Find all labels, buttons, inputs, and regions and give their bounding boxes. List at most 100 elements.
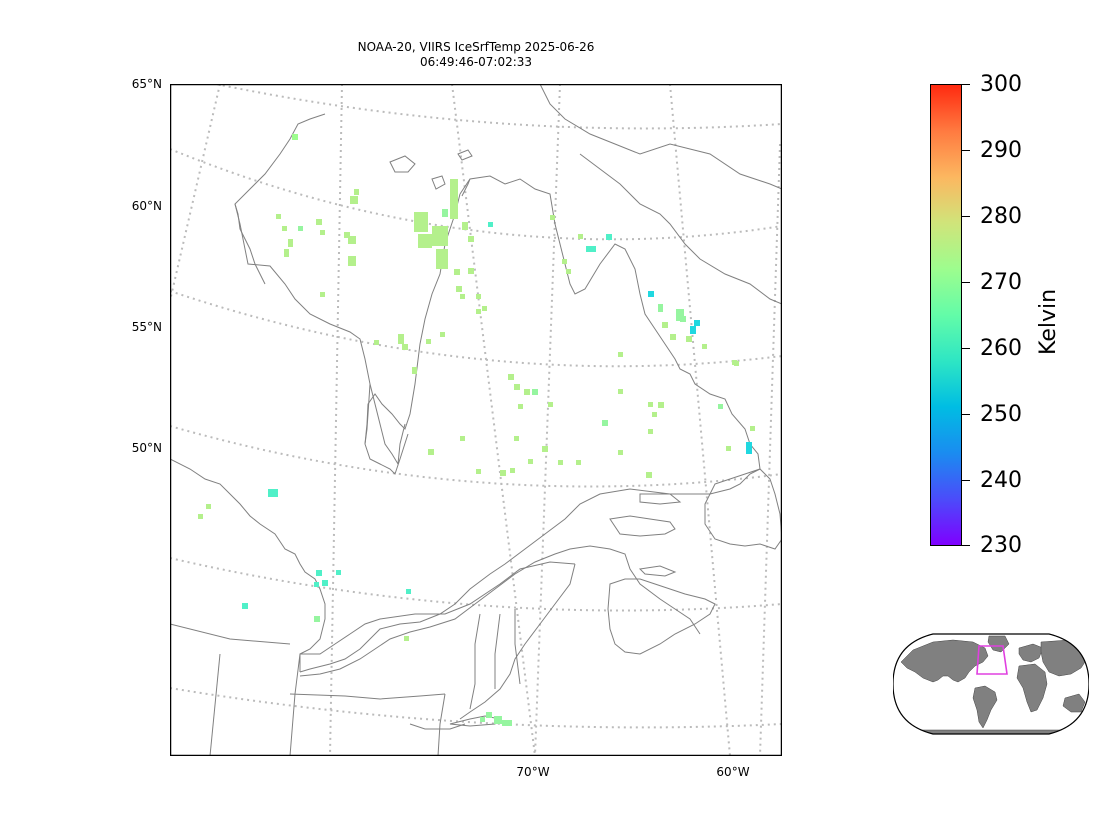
ice-surface-temp-pixels	[198, 134, 755, 726]
pixel	[348, 236, 356, 244]
pixel	[658, 304, 663, 312]
inset-region-box	[976, 645, 1008, 675]
state-line-4	[289, 693, 446, 700]
state-line-2	[170, 623, 291, 645]
pixel	[602, 420, 608, 426]
pixel	[314, 616, 320, 622]
pixel	[480, 717, 485, 722]
north-shore-st-lawrence	[299, 468, 761, 673]
colorbar-tick	[962, 414, 970, 415]
pixel	[298, 226, 303, 231]
pixel	[440, 332, 445, 337]
colorbar-label-250: 250	[980, 402, 1022, 427]
pixel	[468, 268, 474, 274]
antarctica	[912, 729, 1070, 734]
pixel	[482, 306, 487, 311]
pixel	[436, 249, 448, 269]
map-panel	[170, 84, 782, 756]
pixel	[442, 209, 448, 217]
meridian-65w	[534, 84, 561, 756]
pei	[638, 565, 677, 577]
pixel	[314, 582, 319, 587]
inset-globe-map	[893, 633, 1089, 735]
pixel	[450, 179, 458, 219]
pixel	[486, 712, 492, 718]
pixel	[284, 249, 289, 257]
pixel	[276, 214, 281, 219]
map-title: NOAA-20, VIIRS IceSrfTemp 2025-06-26 06:…	[170, 40, 782, 70]
pixel	[562, 259, 567, 264]
pixel	[320, 230, 325, 235]
pixel	[648, 402, 653, 407]
pixel	[488, 222, 493, 227]
pixel	[542, 446, 548, 452]
hudson-west-coast	[234, 113, 326, 285]
pixel	[508, 374, 514, 380]
colorbar-label-270: 270	[980, 270, 1022, 295]
pixel	[518, 404, 523, 409]
pixel	[618, 450, 623, 455]
colorbar-label-300: 300	[980, 72, 1022, 97]
map-title-line1: NOAA-20, VIIRS IceSrfTemp 2025-06-26	[357, 40, 595, 54]
pixel	[348, 256, 356, 266]
pixel	[282, 226, 287, 231]
colorbar-tick	[962, 545, 970, 546]
pixel	[206, 504, 211, 509]
state-line-8	[514, 609, 521, 685]
meridian-70w	[451, 84, 536, 756]
lat-label-65: 65°N	[131, 77, 162, 91]
pixel	[344, 232, 350, 238]
pixel	[406, 589, 411, 594]
colorbar-label-280: 280	[980, 204, 1022, 229]
pixel	[288, 239, 293, 247]
africa	[1016, 663, 1048, 713]
border-west	[170, 458, 326, 655]
island-1	[431, 175, 446, 190]
james-bay	[369, 383, 406, 466]
pixel	[460, 294, 465, 299]
pixel	[198, 514, 203, 519]
pixel	[322, 580, 328, 586]
pixel	[336, 570, 341, 575]
pixel	[686, 336, 692, 342]
pixel	[412, 369, 417, 374]
globe-outline	[893, 633, 1089, 735]
pixel	[618, 352, 623, 357]
pixel	[646, 472, 652, 478]
pixel	[662, 322, 668, 328]
lat-label-50: 50°N	[131, 441, 162, 455]
hudson-south-coast	[234, 203, 371, 445]
pixel	[404, 636, 409, 641]
state-line-1	[289, 653, 301, 756]
graticule	[170, 84, 782, 756]
meridian-80w	[170, 84, 221, 306]
gaspe	[609, 515, 676, 537]
pixel	[618, 389, 623, 394]
pixel	[268, 489, 278, 497]
nova-scotia	[607, 578, 716, 655]
pixel	[468, 236, 474, 242]
australia	[1062, 693, 1086, 713]
hudson-east-coast	[364, 193, 461, 475]
pixel	[576, 460, 581, 465]
south-shore-st-lawrence	[299, 545, 701, 677]
baffin-island-bits	[389, 155, 416, 173]
state-line-9	[409, 723, 466, 730]
pixel	[528, 459, 533, 464]
pixel	[426, 339, 431, 344]
pixel	[476, 309, 481, 314]
pixel	[428, 449, 434, 455]
pixel	[648, 291, 654, 297]
parallel-40	[170, 687, 782, 729]
pixel	[524, 389, 530, 395]
pixel	[502, 720, 512, 726]
pixel	[532, 389, 538, 395]
pixel	[694, 320, 700, 326]
pixel	[500, 470, 506, 476]
pixel	[702, 344, 707, 349]
colorbar-tick	[962, 216, 970, 217]
pixel	[418, 234, 432, 248]
colorbar-label-230: 230	[980, 533, 1022, 558]
pixel	[402, 344, 408, 350]
lat-label-60: 60°N	[131, 199, 162, 213]
